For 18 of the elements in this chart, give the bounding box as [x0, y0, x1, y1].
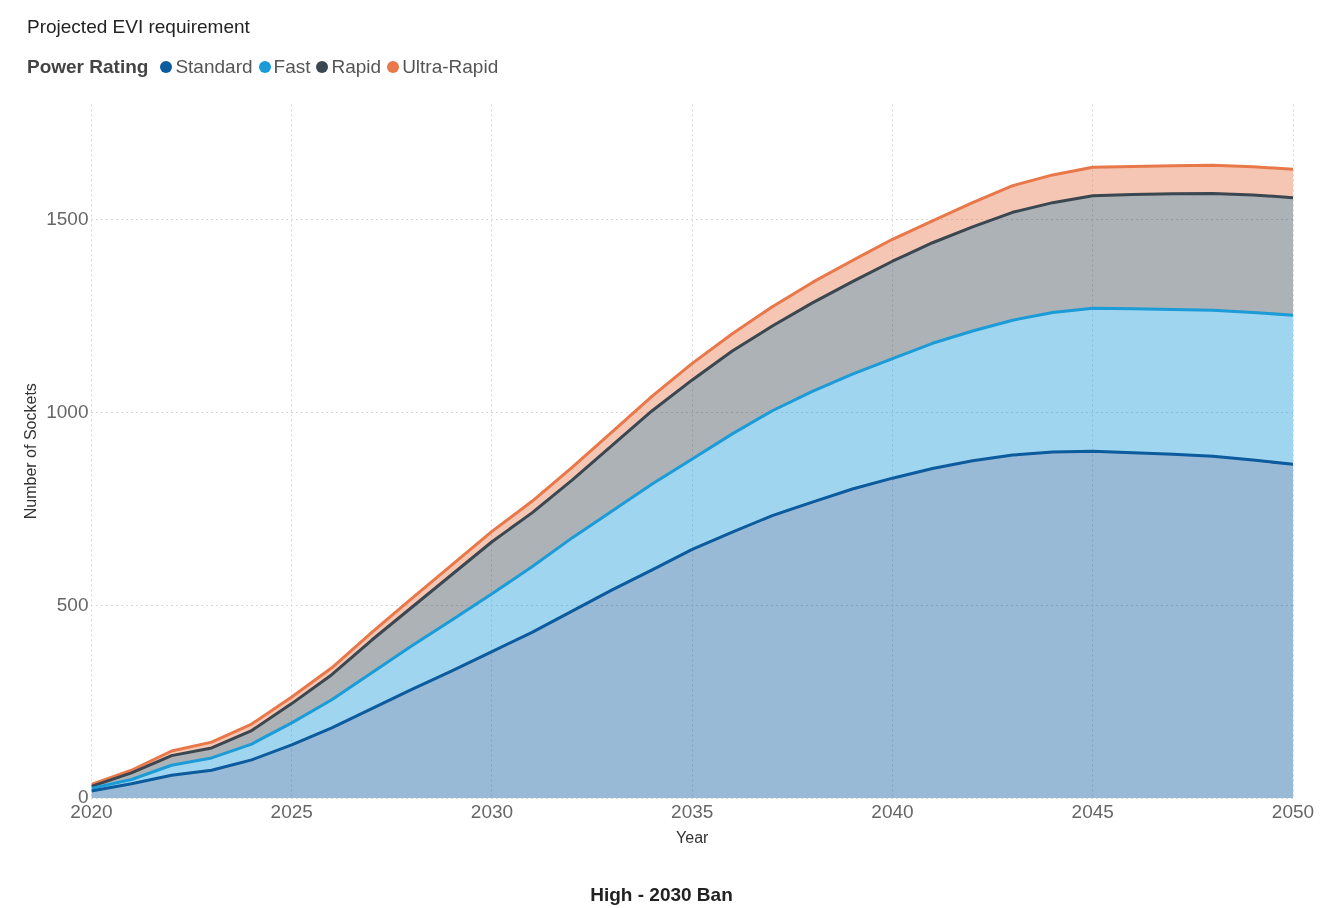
text: High - 2030 Ban	[589, 884, 734, 906]
x-tick-label: 2035	[671, 800, 714, 822]
y-tick-label: 1000	[46, 400, 89, 422]
legend-label: Rapid	[331, 56, 382, 78]
x-tick-label: 2040	[871, 800, 914, 822]
y-axis-title: Number of Sockets	[22, 383, 40, 520]
y-tick-label: 1500	[46, 208, 89, 230]
legend-title: Power Rating	[27, 56, 149, 78]
legend-label: Fast	[273, 56, 311, 78]
chart-title: Projected EVI requirement	[27, 16, 250, 38]
legend-label: Ultra-Rapid	[402, 56, 499, 78]
x-tick-label: 2045	[1071, 800, 1114, 822]
x-axis-title: Year	[676, 828, 710, 846]
x-tick-label: 2025	[270, 800, 313, 822]
legend-label: Standard	[175, 56, 253, 78]
x-tick-label: 2030	[470, 800, 514, 822]
y-tick-label: 500	[56, 593, 89, 615]
x-tick-label: 2050	[1271, 800, 1315, 822]
